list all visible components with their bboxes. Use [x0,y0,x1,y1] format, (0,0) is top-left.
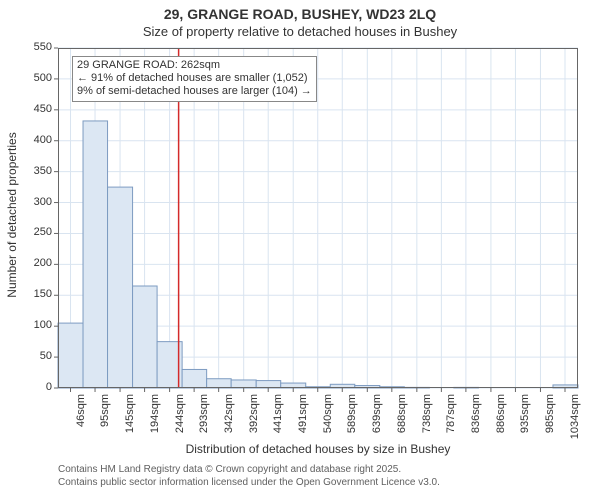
y-tick-label: 450 [24,103,52,115]
x-tick-label: 985sqm [544,394,556,444]
x-tick-label: 441sqm [272,394,284,444]
annotation-box: 29 GRANGE ROAD: 262sqm ← 91% of detached… [72,56,317,102]
y-tick-label: 550 [24,41,52,53]
x-tick-label: 293sqm [198,394,210,444]
x-tick-label: 787sqm [445,394,457,444]
x-tick-label: 836sqm [470,394,482,444]
y-tick-label: 300 [24,196,52,208]
y-tick-label: 150 [24,288,52,300]
y-tick-label: 100 [24,319,52,331]
annotation-line-1: 29 GRANGE ROAD: 262sqm [77,59,312,72]
x-tick-label: 342sqm [223,394,235,444]
x-tick-label: 244sqm [174,394,186,444]
x-tick-label: 194sqm [149,394,161,444]
chart-title-line2: Size of property relative to detached ho… [0,24,600,39]
y-axis-label: Number of detached properties [5,115,19,315]
x-tick-label: 1034sqm [569,394,581,444]
x-tick-label: 935sqm [519,394,531,444]
y-tick-label: 0 [24,381,52,393]
x-tick-label: 540sqm [322,394,334,444]
x-tick-label: 95sqm [99,394,111,444]
footnote-line1: Contains HM Land Registry data © Crown c… [58,464,401,475]
x-tick-label: 738sqm [421,394,433,444]
footnote-line2: Contains public sector information licen… [58,477,440,488]
y-tick-label: 400 [24,134,52,146]
x-tick-label: 145sqm [124,394,136,444]
x-axis-label: Distribution of detached houses by size … [58,442,578,456]
annotation-line-2: ← 91% of detached houses are smaller (1,… [77,72,312,85]
x-tick-label: 392sqm [248,394,260,444]
y-tick-label: 250 [24,226,52,238]
x-tick-label: 589sqm [346,394,358,444]
y-tick-label: 200 [24,257,52,269]
chart-container: 29, GRANGE ROAD, BUSHEY, WD23 2LQ Size o… [0,0,600,500]
x-tick-label: 639sqm [371,394,383,444]
annotation-line-3: 9% of semi-detached houses are larger (1… [77,85,312,98]
y-tick-label: 50 [24,350,52,362]
y-tick-label: 350 [24,165,52,177]
chart-title-line1: 29, GRANGE ROAD, BUSHEY, WD23 2LQ [0,6,600,22]
x-tick-label: 491sqm [297,394,309,444]
y-tick-label: 500 [24,72,52,84]
x-tick-label: 46sqm [75,394,87,444]
x-tick-label: 688sqm [396,394,408,444]
x-tick-label: 886sqm [495,394,507,444]
